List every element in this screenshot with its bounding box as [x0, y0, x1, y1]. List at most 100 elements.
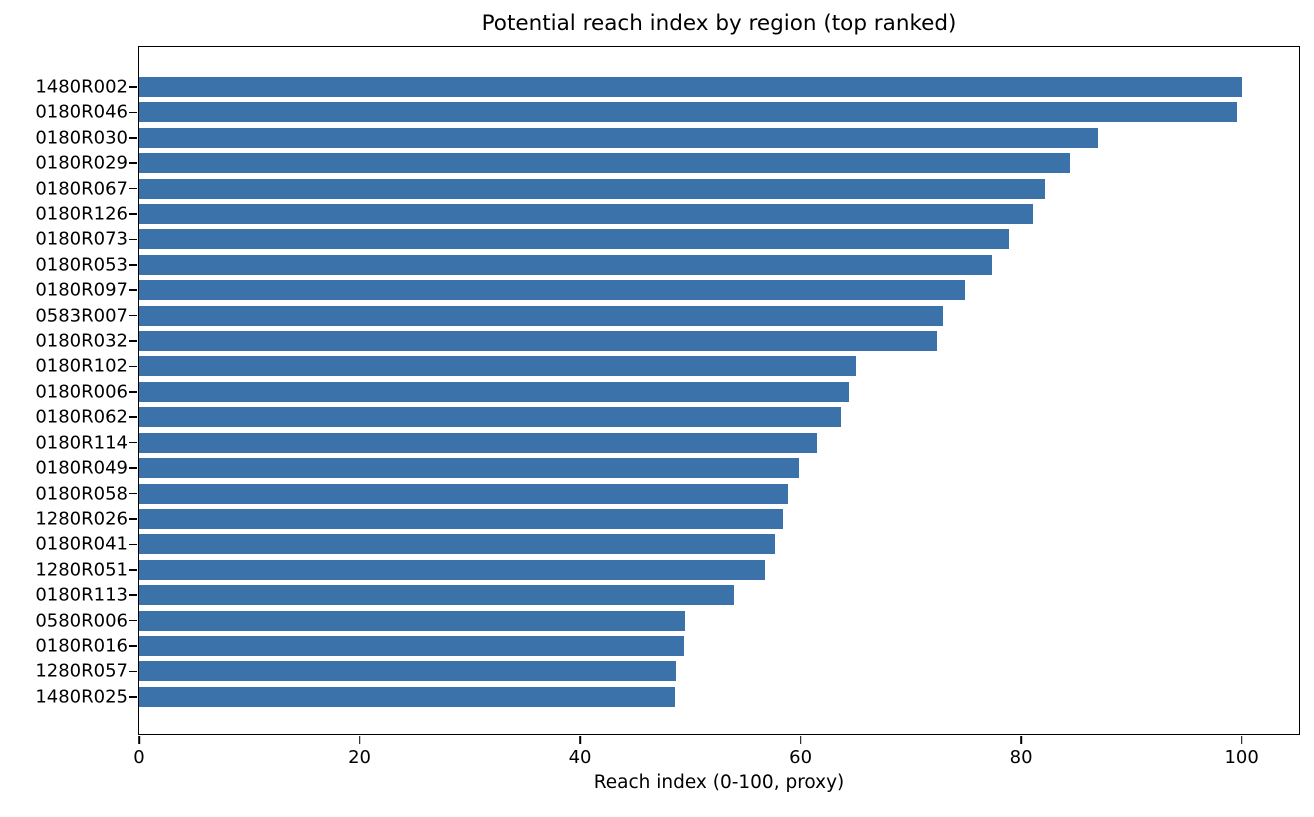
y-tick [129, 264, 138, 266]
bar-row: 0180R102 [35, 356, 1299, 377]
x-tick-label: 20 [348, 747, 371, 768]
y-tick [129, 162, 138, 165]
bar [139, 178, 1046, 199]
y-tick [129, 645, 138, 647]
bar-row: 0180R097 [35, 280, 1299, 301]
y-tick-label: 1280R051 [35, 559, 128, 581]
y-tick [129, 695, 138, 698]
x-tick-label: 0 [133, 747, 145, 768]
y-tick [129, 365, 138, 368]
y-tick [129, 441, 138, 444]
bar [139, 508, 783, 529]
bar-row: 0180R046 [35, 102, 1299, 123]
bar-row: 0580R006 [35, 610, 1299, 631]
bar-row: 0180R062 [35, 407, 1299, 428]
bar-row: 0180R053 [35, 254, 1299, 275]
y-tick-label: 0180R067 [35, 178, 128, 200]
bar [139, 381, 850, 402]
y-tick-label: 0180R053 [35, 254, 128, 276]
bar [139, 458, 800, 479]
bar-row: 0180R114 [35, 432, 1299, 453]
y-tick-label: 0180R030 [35, 127, 128, 149]
bar [139, 229, 1009, 250]
y-tick-label: 0180R113 [35, 584, 128, 606]
x-tick [1240, 735, 1243, 744]
y-tick-label: 1280R026 [35, 508, 128, 530]
y-tick-label: 0180R041 [35, 533, 128, 555]
x-tick [579, 735, 581, 744]
x-tick-label: 40 [568, 747, 592, 768]
y-tick [129, 213, 138, 215]
y-tick [129, 670, 138, 673]
x-tick [358, 735, 361, 744]
bar [139, 610, 685, 631]
bar-row: 0180R126 [35, 204, 1299, 225]
y-tick [129, 289, 138, 292]
bar-row: 0180R029 [35, 153, 1299, 174]
plot-area: 1480R002 0180R046 0180R030 0180R029 0180R067… [35, 46, 1300, 768]
y-tick [129, 568, 138, 571]
bar [139, 153, 1070, 174]
bar [139, 77, 1242, 97]
y-tick [129, 314, 138, 317]
bar-row: 1280R051 [35, 559, 1299, 580]
y-tick-label: 1480R025 [35, 686, 128, 708]
y-tick [129, 492, 138, 495]
bar [139, 254, 993, 275]
y-tick [129, 467, 138, 469]
y-tick [129, 416, 138, 419]
bar-row: 1480R002 [35, 77, 1299, 98]
y-tick-label: 0180R029 [35, 152, 128, 174]
y-tick [129, 594, 138, 596]
bar-row: 0180R073 [35, 229, 1299, 250]
y-tick-label: 0180R049 [35, 457, 128, 479]
bar [139, 305, 943, 326]
y-tick-label: 0180R114 [35, 432, 128, 454]
y-tick-label: 0180R006 [35, 381, 128, 403]
y-tick-label: 0180R102 [35, 355, 128, 377]
bar-row: 0180R016 [35, 635, 1299, 656]
x-tick [1020, 735, 1022, 744]
y-tick-label: 0180R032 [35, 330, 128, 352]
y-tick-label: 0180R046 [35, 101, 128, 123]
y-tick [129, 187, 138, 190]
x-tick-label: 60 [789, 747, 813, 768]
x-tick [799, 735, 802, 744]
bar [139, 407, 842, 428]
y-tick [129, 340, 138, 342]
bar [139, 127, 1099, 148]
bar-row: 0180R067 [35, 178, 1299, 199]
y-tick [129, 543, 138, 546]
bar [139, 661, 676, 682]
y-tick-label: 0180R062 [35, 406, 128, 428]
y-tick [129, 238, 138, 241]
y-tick [129, 137, 138, 139]
y-tick-label: 1280R057 [35, 660, 128, 682]
bar-row: 1280R026 [35, 508, 1299, 529]
bar [139, 432, 818, 453]
bar [139, 102, 1238, 123]
bar [139, 585, 735, 606]
y-tick-label: 0180R073 [35, 228, 128, 250]
bar [139, 635, 684, 656]
bar [139, 331, 938, 352]
bar-row: 1280R057 [35, 661, 1299, 682]
x-axis-label: Reach index (0-100, proxy) [593, 772, 845, 793]
bar-row: 0180R041 [35, 534, 1299, 555]
y-tick-label: 0180R058 [35, 483, 128, 504]
x-tick-label: 100 [1224, 747, 1259, 768]
x-tick-label: 80 [1009, 747, 1033, 768]
bar [139, 356, 856, 377]
bar-row: 0583R007 [35, 305, 1299, 326]
y-tick [129, 619, 138, 622]
bar-row: 0180R032 [35, 331, 1299, 352]
bar [139, 686, 675, 707]
bar [139, 534, 776, 555]
bar-row: 1480R025 [35, 686, 1299, 707]
bar-row: 0180R049 [35, 458, 1299, 479]
y-tick-label: 0583R007 [35, 305, 128, 327]
bar-row: 0180R006 [35, 381, 1299, 402]
bar-row: 0180R113 [35, 585, 1299, 606]
x-tick [138, 735, 140, 744]
